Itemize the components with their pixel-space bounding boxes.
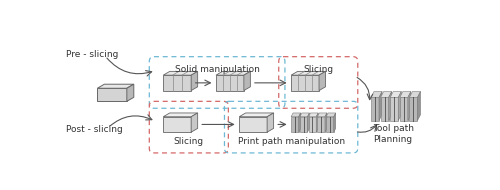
Polygon shape <box>308 113 318 117</box>
Polygon shape <box>371 92 382 97</box>
Polygon shape <box>163 117 191 132</box>
Polygon shape <box>191 113 198 132</box>
Polygon shape <box>400 97 408 121</box>
Polygon shape <box>380 92 392 97</box>
Polygon shape <box>390 92 402 97</box>
Polygon shape <box>127 84 134 101</box>
Polygon shape <box>216 71 250 75</box>
Polygon shape <box>298 113 300 132</box>
Polygon shape <box>216 75 244 91</box>
Polygon shape <box>308 113 310 132</box>
Polygon shape <box>334 113 336 132</box>
Polygon shape <box>239 113 274 117</box>
Polygon shape <box>300 117 308 132</box>
Polygon shape <box>400 92 411 97</box>
Polygon shape <box>398 92 402 121</box>
Polygon shape <box>191 71 198 91</box>
Polygon shape <box>390 97 398 121</box>
Polygon shape <box>388 92 392 121</box>
Polygon shape <box>408 92 411 121</box>
Polygon shape <box>163 113 198 117</box>
Text: Slicing: Slicing <box>174 137 204 146</box>
Polygon shape <box>291 71 326 75</box>
Polygon shape <box>163 71 198 75</box>
Text: Tool path
Planning: Tool path Planning <box>374 124 414 144</box>
Text: Pre - slicing: Pre - slicing <box>66 50 119 59</box>
Text: Post - slicing: Post - slicing <box>66 125 123 134</box>
Polygon shape <box>244 71 250 91</box>
Polygon shape <box>326 113 336 117</box>
Polygon shape <box>380 97 388 121</box>
Polygon shape <box>319 71 326 91</box>
Polygon shape <box>300 113 310 117</box>
Polygon shape <box>291 75 319 91</box>
Polygon shape <box>291 113 300 117</box>
Text: Solid manipulation: Solid manipulation <box>174 65 260 74</box>
Polygon shape <box>318 113 327 117</box>
Polygon shape <box>163 75 191 91</box>
Polygon shape <box>379 92 382 121</box>
Polygon shape <box>98 88 127 101</box>
Polygon shape <box>318 117 325 132</box>
Polygon shape <box>410 97 418 121</box>
Polygon shape <box>267 113 274 132</box>
Polygon shape <box>371 97 379 121</box>
Polygon shape <box>326 117 334 132</box>
Text: Print path manipulation: Print path manipulation <box>238 137 344 146</box>
Polygon shape <box>316 113 318 132</box>
Polygon shape <box>410 92 420 97</box>
Polygon shape <box>308 117 316 132</box>
Polygon shape <box>325 113 327 132</box>
Text: Slicing: Slicing <box>303 65 334 74</box>
Polygon shape <box>291 117 298 132</box>
Polygon shape <box>239 117 267 132</box>
Polygon shape <box>418 92 420 121</box>
Polygon shape <box>98 84 134 88</box>
